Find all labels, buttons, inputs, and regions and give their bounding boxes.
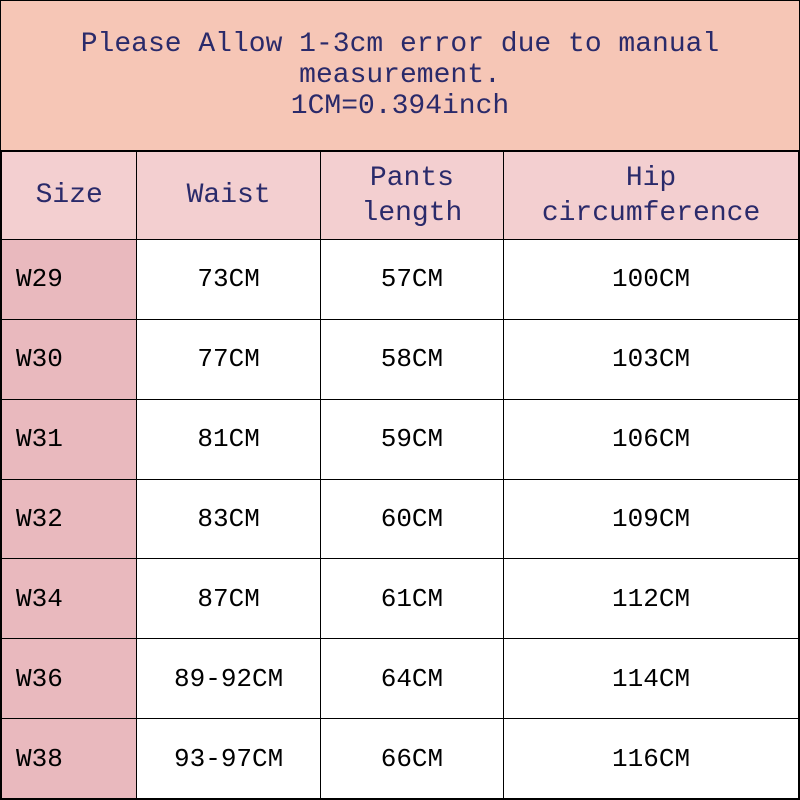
cell-waist: 81CM: [137, 399, 320, 479]
cell-waist: 83CM: [137, 479, 320, 559]
table-row: W31 81CM 59CM 106CM: [2, 399, 799, 479]
col-header-pants-length: Pants length: [320, 152, 503, 240]
notice-line-1: Please Allow 1-3cm error due to manual: [81, 29, 720, 60]
col-header-hip: Hip circumference: [504, 152, 799, 240]
col-header-size: Size: [2, 152, 137, 240]
table-row: W38 93-97CM 66CM 116CM: [2, 719, 799, 799]
cell-size: W32: [2, 479, 137, 559]
notice-line-3: 1CM=0.394inch: [291, 91, 509, 122]
cell-hip: 112CM: [504, 559, 799, 639]
cell-len: 66CM: [320, 719, 503, 799]
cell-waist: 77CM: [137, 319, 320, 399]
table-row: W34 87CM 61CM 112CM: [2, 559, 799, 639]
cell-size: W30: [2, 319, 137, 399]
size-table: Size Waist Pants length Hip circumferenc…: [1, 151, 799, 799]
cell-len: 58CM: [320, 319, 503, 399]
cell-len: 59CM: [320, 399, 503, 479]
cell-waist: 93-97CM: [137, 719, 320, 799]
table-row: W30 77CM 58CM 103CM: [2, 319, 799, 399]
cell-size: W34: [2, 559, 137, 639]
cell-size: W36: [2, 639, 137, 719]
size-chart: Please Allow 1-3cm error due to manual m…: [0, 0, 800, 800]
notice-line-2: measurement.: [299, 60, 501, 91]
cell-hip: 116CM: [504, 719, 799, 799]
cell-size: W29: [2, 240, 137, 320]
table-header: Size Waist Pants length Hip circumferenc…: [2, 152, 799, 240]
cell-size: W38: [2, 719, 137, 799]
table-body: W29 73CM 57CM 100CM W30 77CM 58CM 103CM …: [2, 240, 799, 799]
col-header-waist: Waist: [137, 152, 320, 240]
table-row: W29 73CM 57CM 100CM: [2, 240, 799, 320]
notice-banner: Please Allow 1-3cm error due to manual m…: [1, 1, 799, 151]
table-row: W32 83CM 60CM 109CM: [2, 479, 799, 559]
cell-len: 57CM: [320, 240, 503, 320]
cell-hip: 103CM: [504, 319, 799, 399]
cell-waist: 87CM: [137, 559, 320, 639]
cell-waist: 89-92CM: [137, 639, 320, 719]
cell-len: 61CM: [320, 559, 503, 639]
cell-len: 60CM: [320, 479, 503, 559]
cell-size: W31: [2, 399, 137, 479]
cell-waist: 73CM: [137, 240, 320, 320]
cell-len: 64CM: [320, 639, 503, 719]
cell-hip: 100CM: [504, 240, 799, 320]
table-row: W36 89-92CM 64CM 114CM: [2, 639, 799, 719]
cell-hip: 109CM: [504, 479, 799, 559]
table-header-row: Size Waist Pants length Hip circumferenc…: [2, 152, 799, 240]
cell-hip: 114CM: [504, 639, 799, 719]
cell-hip: 106CM: [504, 399, 799, 479]
